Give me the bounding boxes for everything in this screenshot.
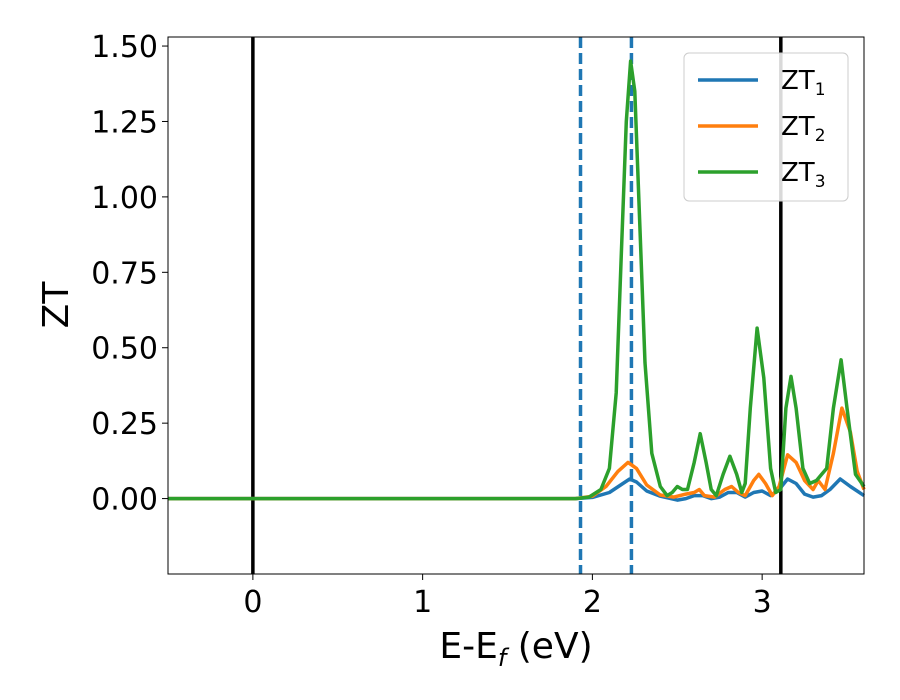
series-line-zt2: [168, 406, 866, 501]
x-tick-label: 2: [583, 585, 602, 620]
y-tick-label: 0.50: [91, 332, 158, 367]
y-tick-label: 0.00: [91, 483, 158, 518]
x-axis-ticks: 0 1 2 3: [243, 574, 772, 620]
x-tick-label: 3: [753, 585, 772, 620]
plot-frame: [167, 36, 865, 575]
y-tick-label: 1.25: [91, 105, 158, 140]
legend-label-zt3: ZT3: [781, 158, 826, 192]
y-axis-title: ZT: [36, 281, 77, 329]
legend-label-zt1: ZT1: [781, 66, 826, 100]
legend-label-subscript: 2: [815, 126, 826, 146]
series-line-zt3: [168, 59, 866, 501]
legend-label-main: ZT: [781, 158, 815, 188]
legend-label-main: ZT: [781, 112, 815, 142]
x-axis-title-unit: (eV): [506, 626, 592, 667]
x-tick-label: 1: [413, 585, 432, 620]
series-lines: [168, 59, 866, 502]
y-tick-label: 0.25: [91, 407, 158, 442]
x-axis-title: E-Ef (eV): [439, 626, 592, 672]
y-tick-label: 0.75: [91, 256, 158, 291]
y-tick-label: 1.50: [91, 30, 158, 65]
x-axis-title-main: E-E: [439, 626, 497, 667]
series-line-zt1: [168, 477, 865, 502]
x-tick-label: 0: [243, 585, 262, 620]
y-axis-ticks: 0.00 0.25 0.50 0.75 1.00 1.25 1.50: [91, 30, 168, 518]
y-tick-label: 1.00: [91, 181, 158, 216]
legend-label-main: ZT: [781, 66, 815, 96]
legend-label-subscript: 3: [815, 172, 826, 192]
legend-label-zt2: ZT2: [781, 112, 826, 146]
legend-box: [683, 52, 849, 202]
legend-label-subscript: 1: [815, 80, 826, 100]
